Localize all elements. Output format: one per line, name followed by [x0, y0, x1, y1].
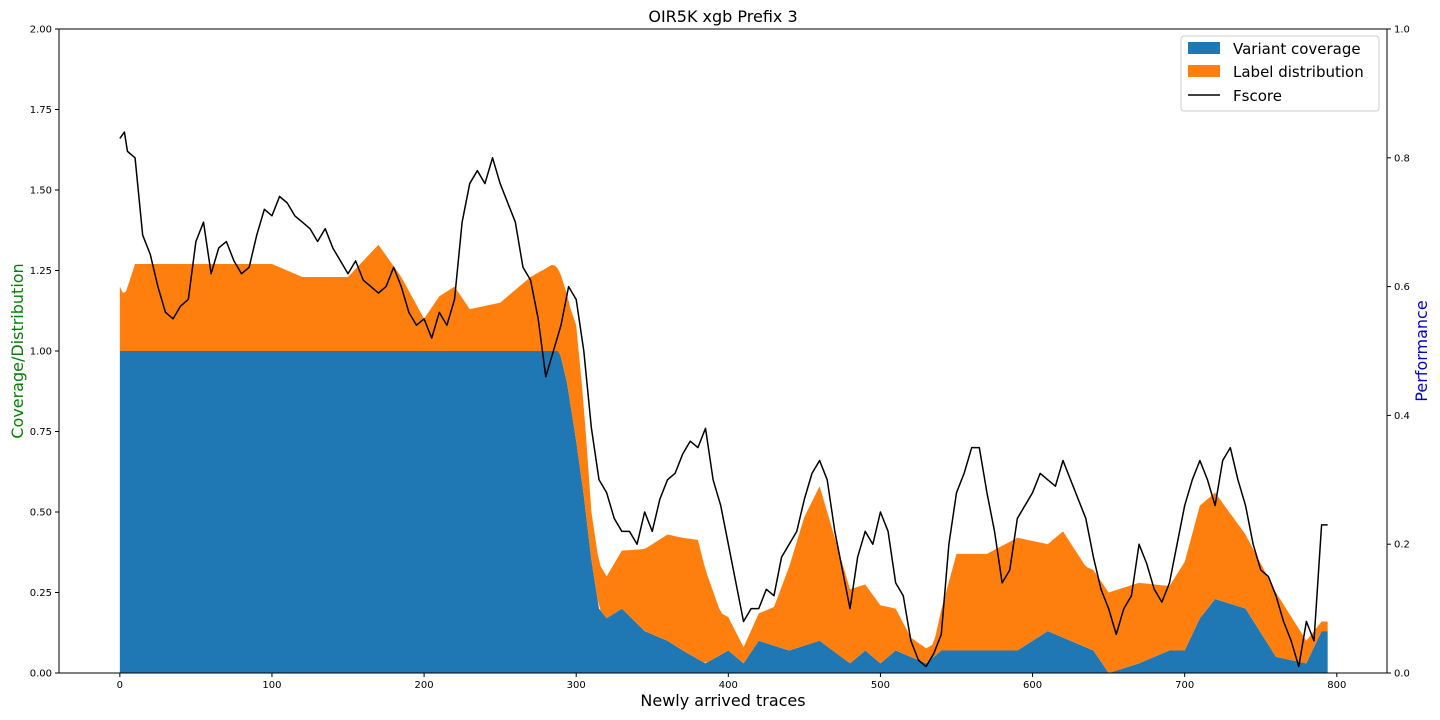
- x-tick-label: 100: [262, 680, 281, 691]
- y-right-tick-label: 1.0: [1394, 25, 1410, 36]
- area-variant-coverage: [119, 351, 1328, 673]
- y-left-tick-label: 2.00: [30, 25, 52, 36]
- legend-label-variant-coverage: Variant coverage: [1233, 40, 1361, 58]
- legend-swatch-label-distribution: [1188, 65, 1220, 77]
- line-fscore: [119, 131, 1328, 668]
- y-right-tick-label: 0.4: [1394, 411, 1410, 422]
- y-left-tick-label: 1.25: [30, 266, 52, 277]
- x-axis-label: Newly arrived traces: [640, 691, 805, 710]
- y-right-tick-label: 0.8: [1394, 153, 1410, 164]
- x-tick-label: 500: [871, 680, 890, 691]
- chart-legend: Variant coverage Label distribution Fsco…: [1180, 35, 1380, 112]
- y-left-tick-label: 0.25: [30, 588, 52, 599]
- y-right-axis-ticks: 0.0 0.2 0.4 0.6 0.8 1.0: [1387, 25, 1410, 680]
- legend-label-label-distribution: Label distribution: [1233, 63, 1364, 81]
- x-tick-label: 700: [1175, 680, 1194, 691]
- y-right-tick-label: 0.2: [1394, 540, 1410, 551]
- x-tick-label: 200: [415, 680, 434, 691]
- x-tick-label: 800: [1327, 680, 1346, 691]
- x-axis-ticks: 0 100 200 300 400 500 600 700 800: [117, 673, 1346, 691]
- y-left-axis-label: Coverage/Distribution: [8, 263, 27, 438]
- y-left-tick-label: 0.75: [30, 427, 52, 438]
- y-left-tick-label: 1.50: [30, 186, 52, 197]
- y-left-tick-label: 1.75: [30, 105, 52, 116]
- x-tick-label: 300: [567, 680, 586, 691]
- x-tick-label: 600: [1023, 680, 1042, 691]
- y-right-tick-label: 0.6: [1394, 282, 1410, 293]
- chart-title: OIR5K xgb Prefix 3: [648, 7, 797, 26]
- y-left-axis-ticks: 0.00 0.25 0.50 0.75 1.00 1.25 1.50 1.75 2.00: [30, 25, 59, 680]
- y-left-tick-label: 0.00: [30, 669, 52, 680]
- y-right-tick-label: 0.0: [1394, 669, 1410, 680]
- legend-swatch-variant-coverage: [1188, 42, 1220, 54]
- legend-box: [1180, 35, 1380, 112]
- area-label-distribution: [119, 244, 1328, 674]
- x-tick-label: 0: [117, 680, 123, 691]
- plot-areas: [119, 244, 1328, 674]
- x-tick-label: 400: [719, 680, 738, 691]
- y-right-axis-label: Performance: [1412, 300, 1431, 401]
- y-left-tick-label: 1.00: [30, 347, 52, 358]
- legend-label-fscore: Fscore: [1233, 87, 1282, 105]
- plot-lines: [119, 131, 1328, 668]
- y-left-tick-label: 0.50: [30, 508, 52, 519]
